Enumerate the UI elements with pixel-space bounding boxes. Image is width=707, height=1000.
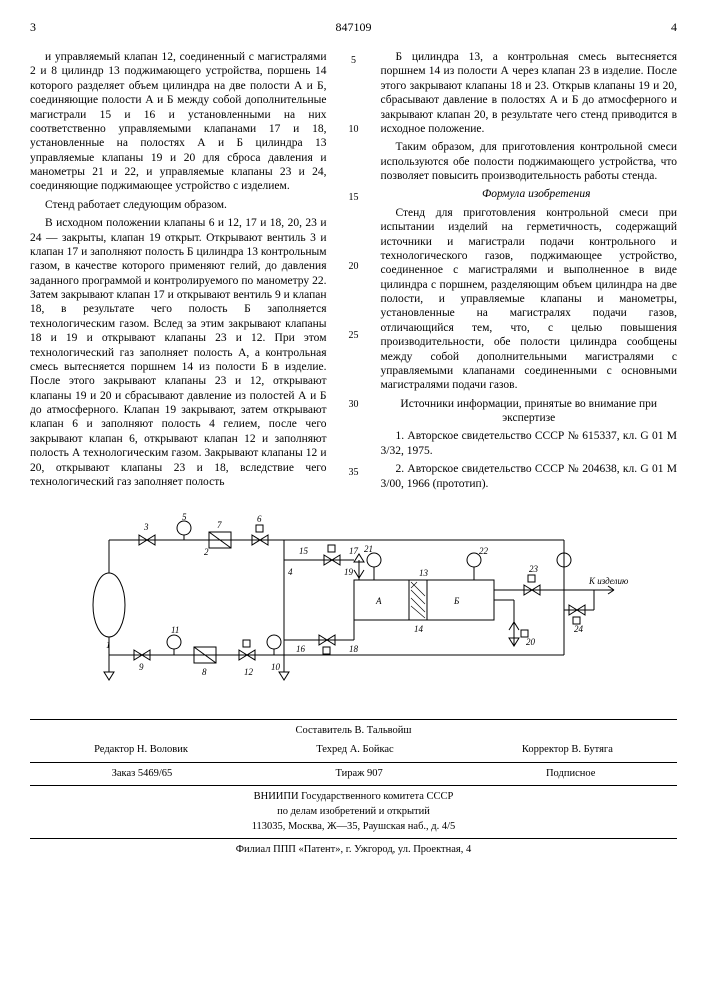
schematic-diagram: 1 3 5 7 6 2 17 15 21 19 13 14 A Б 22 20 bbox=[30, 510, 677, 704]
svg-text:9: 9 bbox=[139, 662, 144, 672]
svg-text:Б: Б bbox=[453, 596, 460, 606]
col1-p2: Стенд работает следующим образом. bbox=[30, 198, 327, 212]
column-1: и управляемый клапан 12, соединенный с м… bbox=[30, 50, 327, 495]
col2-p3: Стенд для приготовления контрольной смес… bbox=[381, 206, 678, 393]
column-2: Б цилиндра 13, а контрольная смесь вытес… bbox=[381, 50, 678, 495]
svg-text:1: 1 bbox=[106, 640, 111, 650]
filter-7-icon: 7 bbox=[209, 520, 231, 548]
schematic-svg: 1 3 5 7 6 2 17 15 21 19 13 14 A Б 22 20 bbox=[74, 510, 634, 700]
svg-text:10: 10 bbox=[271, 662, 281, 672]
valve-12-icon: 12 bbox=[239, 640, 255, 677]
valve-20-icon: 20 bbox=[509, 620, 536, 647]
page-num-right: 4 bbox=[671, 20, 677, 35]
svg-text:8: 8 bbox=[202, 667, 207, 677]
svg-text:17: 17 bbox=[349, 546, 359, 556]
col2-p2: Таким образом, для приготовления контрол… bbox=[381, 140, 678, 183]
filter-8-icon: 8 bbox=[194, 647, 216, 677]
page-num-left: 3 bbox=[30, 20, 36, 35]
footer: Составитель В. Тальвойш Редактор Н. Воло… bbox=[30, 719, 677, 858]
tirage: Тираж 907 bbox=[335, 767, 382, 782]
svg-text:21: 21 bbox=[364, 544, 373, 554]
corrector: Корректор В. Бутяга bbox=[522, 743, 613, 758]
valve-3-icon: 3 bbox=[139, 522, 155, 545]
valve-24-icon: 24 bbox=[569, 605, 585, 634]
svg-text:5: 5 bbox=[182, 512, 187, 522]
gauge-10-icon: 10 bbox=[267, 635, 281, 672]
svg-text:18: 18 bbox=[349, 644, 359, 654]
svg-text:24: 24 bbox=[574, 624, 584, 634]
page-header: 3 847109 4 bbox=[30, 20, 677, 35]
patent-number: 847109 bbox=[336, 20, 372, 34]
svg-text:7: 7 bbox=[217, 520, 222, 530]
source-2: 2. Авторское свидетельство СССР № 204638… bbox=[381, 462, 678, 491]
editor: Редактор Н. Воловик bbox=[94, 743, 188, 758]
col2-p1: Б цилиндра 13, а контрольная смесь вытес… bbox=[381, 50, 678, 136]
svg-text:15: 15 bbox=[299, 546, 309, 556]
subscription: Подписное bbox=[546, 767, 595, 782]
svg-text:22: 22 bbox=[479, 546, 489, 556]
svg-text:16: 16 bbox=[296, 644, 306, 654]
svg-text:К изделию: К изделию bbox=[588, 576, 629, 586]
gauge-5-icon: 5 bbox=[177, 512, 191, 540]
col1-p1: и управляемый клапан 12, соединенный с м… bbox=[30, 50, 327, 194]
line-numbers: 5 10 15 20 25 30 35 bbox=[345, 50, 363, 495]
addr1: 113035, Москва, Ж—35, Раушская наб., д. … bbox=[30, 820, 677, 835]
svg-text:A: A bbox=[375, 596, 382, 606]
gauge-11-icon: 11 bbox=[167, 625, 181, 655]
org1: ВНИИПИ Государственного комитета СССР bbox=[30, 790, 677, 805]
techred: Техред А. Бойкас bbox=[316, 743, 394, 758]
svg-text:3: 3 bbox=[143, 522, 149, 532]
composer: Составитель В. Тальвойш bbox=[295, 724, 411, 739]
valve-17-icon: 17 bbox=[324, 545, 359, 565]
org2: по делам изобретений и открытий bbox=[30, 805, 677, 820]
svg-text:11: 11 bbox=[171, 625, 179, 635]
svg-text:23: 23 bbox=[529, 564, 539, 574]
source-1: 1. Авторское свидетельство СССР № 615337… bbox=[381, 429, 678, 458]
svg-text:4: 4 bbox=[288, 567, 293, 577]
valve-9-icon: 9 bbox=[134, 650, 150, 672]
svg-text:20: 20 bbox=[526, 637, 536, 647]
text-columns: и управляемый клапан 12, соединенный с м… bbox=[30, 50, 677, 495]
svg-text:6: 6 bbox=[257, 514, 262, 524]
svg-text:12: 12 bbox=[244, 667, 254, 677]
addr2: Филиал ППП «Патент», г. Ужгород, ул. Про… bbox=[30, 843, 677, 858]
order: Заказ 5469/65 bbox=[112, 767, 173, 782]
valve-18-icon: 18 bbox=[319, 635, 359, 654]
svg-text:14: 14 bbox=[414, 624, 424, 634]
gauge-21-icon: 21 bbox=[364, 544, 381, 580]
svg-text:2: 2 bbox=[204, 547, 209, 557]
sources-title: Источники информации, принятые во вниман… bbox=[381, 397, 678, 426]
svg-text:19: 19 bbox=[344, 567, 354, 577]
formula-title: Формула изобретения bbox=[381, 187, 678, 201]
gauge-22-icon: 22 bbox=[467, 546, 489, 580]
valve-19-icon: 19 bbox=[344, 554, 364, 580]
col1-p3: В исходном положении клапаны 6 и 12, 17 … bbox=[30, 216, 327, 489]
svg-text:13: 13 bbox=[419, 568, 429, 578]
